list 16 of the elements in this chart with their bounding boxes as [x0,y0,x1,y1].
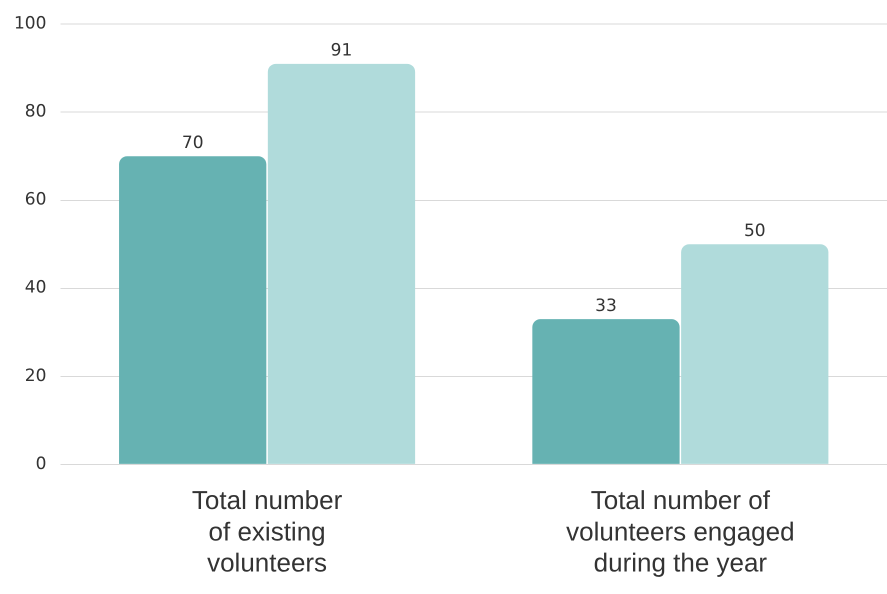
bar [681,244,828,464]
y-tick-label: 40 [24,278,46,298]
data-label: 33 [595,296,617,316]
y-tick-label: 100 [14,14,46,34]
data-label: 70 [182,133,204,154]
bar [532,319,680,464]
bar [268,64,416,464]
x-tick-label: Total number of existing volunteers [192,485,343,578]
y-tick-label: 0 [36,454,46,474]
y-tick-label: 80 [24,102,46,122]
data-label: 50 [744,221,766,242]
bar [119,156,266,464]
data-label: 91 [330,40,352,61]
y-tick-label: 20 [24,366,46,386]
x-tick-label: Total number of volunteers engaged during the year [566,485,795,578]
y-tick-label: 60 [24,190,46,210]
